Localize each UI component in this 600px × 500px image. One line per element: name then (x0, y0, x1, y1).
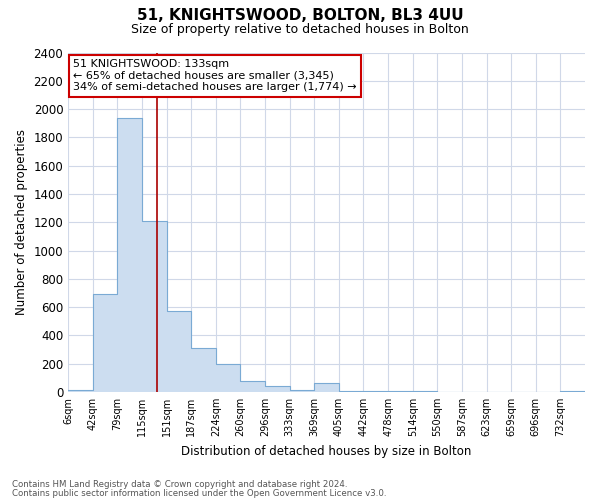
Y-axis label: Number of detached properties: Number of detached properties (15, 129, 28, 315)
Text: 51 KNIGHTSWOOD: 133sqm
← 65% of detached houses are smaller (3,345)
34% of semi-: 51 KNIGHTSWOOD: 133sqm ← 65% of detached… (73, 60, 357, 92)
Text: Contains public sector information licensed under the Open Government Licence v3: Contains public sector information licen… (12, 488, 386, 498)
X-axis label: Distribution of detached houses by size in Bolton: Distribution of detached houses by size … (181, 444, 472, 458)
Text: Size of property relative to detached houses in Bolton: Size of property relative to detached ho… (131, 22, 469, 36)
Text: 51, KNIGHTSWOOD, BOLTON, BL3 4UU: 51, KNIGHTSWOOD, BOLTON, BL3 4UU (137, 8, 463, 22)
Text: Contains HM Land Registry data © Crown copyright and database right 2024.: Contains HM Land Registry data © Crown c… (12, 480, 347, 489)
